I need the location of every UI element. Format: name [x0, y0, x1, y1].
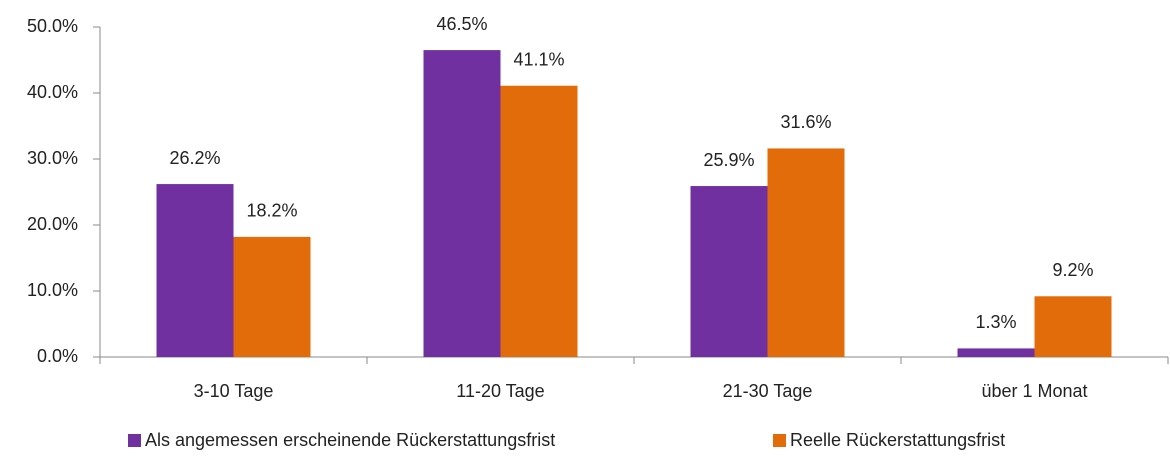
bar	[156, 184, 234, 357]
bar	[767, 148, 845, 357]
data-label: 26.2%	[169, 148, 220, 168]
data-label: 31.6%	[780, 112, 831, 132]
x-tick-label: 11-20 Tage	[456, 381, 544, 401]
x-tick-label: über 1 Monat	[981, 381, 1087, 401]
y-tick-label: 30.0%	[27, 148, 78, 168]
data-label: 18.2%	[246, 201, 297, 221]
data-label: 46.5%	[436, 14, 487, 34]
y-tick-label: 0.0%	[37, 346, 78, 366]
y-tick-label: 50.0%	[27, 16, 78, 36]
y-tick-label: 10.0%	[27, 280, 78, 300]
x-tick-label: 21-30 Tage	[723, 381, 813, 401]
legend-label: Reelle Rückerstattungsfrist	[790, 430, 1005, 450]
bar	[233, 236, 311, 357]
legend-label: Als angemessen erscheinende Rückerstattu…	[145, 430, 555, 450]
y-tick-label: 40.0%	[27, 82, 78, 102]
bar	[423, 50, 501, 357]
legend-swatch	[128, 434, 141, 447]
bar	[957, 348, 1035, 357]
data-label: 9.2%	[1052, 260, 1093, 280]
data-label: 41.1%	[513, 49, 564, 69]
bar	[690, 186, 768, 357]
data-label: 25.9%	[703, 150, 754, 170]
bar	[500, 85, 578, 358]
x-tick-label: 3-10 Tage	[194, 381, 274, 401]
y-tick-label: 20.0%	[27, 214, 78, 234]
legend-swatch	[773, 434, 786, 447]
bar	[1034, 296, 1112, 357]
data-label: 1.3%	[975, 312, 1016, 332]
